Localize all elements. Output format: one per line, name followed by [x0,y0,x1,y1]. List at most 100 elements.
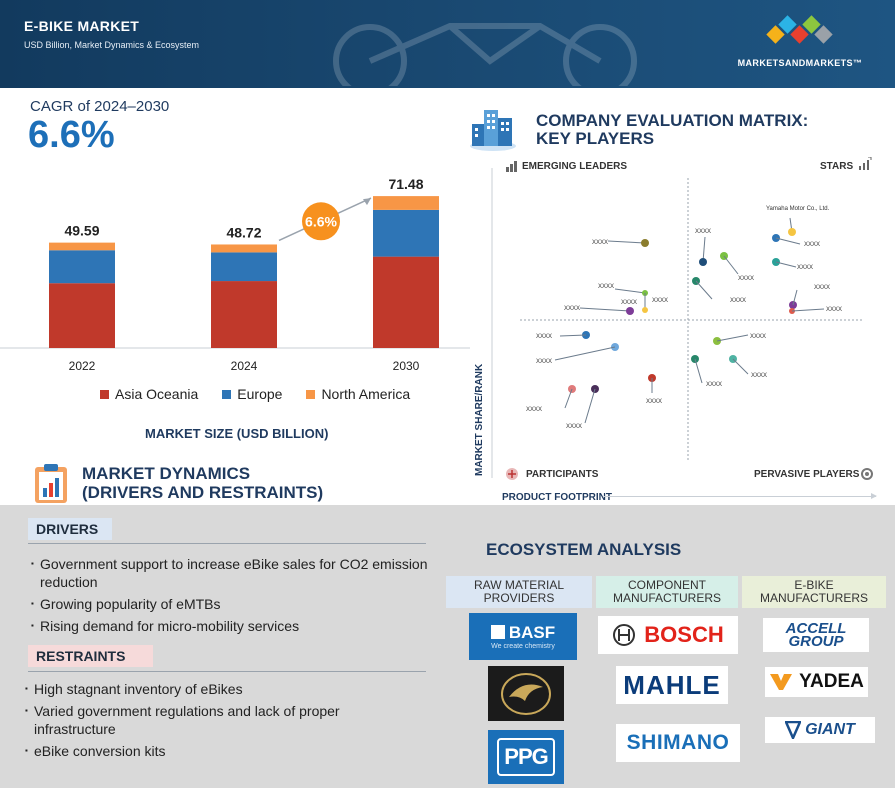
matrix-point [788,228,796,236]
market-size-bar-chart: 49.59 2022 48.72 2024 71.48 2030 6.6% [0,176,470,373]
matrix-company-label: XXXX [804,242,820,248]
cagr-badge-label: 6.6% [305,213,337,229]
matrix-point [699,258,707,266]
matrix-x-axis-arrow [604,493,877,499]
bosch-logo-text: BOSCH [644,622,724,647]
legend-item-north-america: North America [306,386,410,402]
x-tick-label: 2022 [69,359,96,373]
shimano-logo[interactable]: SHIMANO [616,724,740,762]
ecosystem-title: ECOSYSTEM ANALYSIS [486,540,682,559]
matrix-company-label: XXXX [536,334,552,340]
growth-arrow-head [363,198,371,206]
brand-logo[interactable]: MARKETSANDMARKETS™ [725,14,875,74]
matrix-company-label: XXXX [738,276,754,282]
ppg-logo-text: PPG [497,738,555,776]
company-matrix-title: COMPANY EVALUATION MATRIX: KEY PLAYERS [536,112,808,148]
accell-logo-text: ACCELL GROUP [785,620,847,650]
ppg-logo[interactable]: PPG [488,730,564,784]
bosch-logo[interactable]: BOSCH [598,616,738,654]
quadrant-stars: STARS [820,161,854,172]
matrix-point [772,258,780,266]
header-banner: E-BIKE MARKET USD Billion, Market Dynami… [0,0,895,88]
x-tick-label: 2030 [393,359,420,373]
bar-asia-oceania-2024 [211,281,277,348]
driver-item: Government support to increase eBike sal… [31,555,437,591]
matrix-company-label: XXXX [621,300,637,306]
matrix-point [648,374,656,382]
matrix-point [568,385,576,393]
accell-group-logo[interactable]: ACCELL GROUP [763,618,869,652]
basf-logo[interactable]: BASF We create chemistry [469,613,577,660]
matrix-point [642,307,648,313]
yadea-logo-text: YADEA [799,671,864,692]
driver-item: Rising demand for micro-mobility service… [31,617,437,635]
mahle-logo[interactable]: MAHLE [616,666,728,704]
bar-europe-2022 [49,250,115,284]
matrix-company-label: XXXX [695,229,711,235]
matrix-company-label: XXXX [536,359,552,365]
participants-icon [506,468,518,480]
basf-logo-name: BASF [508,623,556,642]
buildings-icon [470,110,516,151]
matrix-company-label: XXXX [598,284,614,290]
matrix-company-label: XXXX [751,373,767,379]
stars-icon [859,157,872,170]
matrix-point [626,307,634,315]
bar-total-label: 49.59 [64,223,99,239]
restraint-item: High stagnant inventory of eBikes [25,680,386,698]
drivers-list: Government support to increase eBike sal… [31,555,437,639]
yadea-logo[interactable]: YADEA [765,667,868,697]
legend-label-europe: Europe [237,386,283,402]
restraint-item: Varied government regulations and lack o… [25,702,386,738]
raw-material-emblem-logo[interactable] [488,666,564,721]
quadrant-emerging-leaders: EMERGING LEADERS [522,161,628,172]
legend-swatch-north-america [306,389,316,399]
bar-total-label: 71.48 [388,176,423,192]
matrix-point [720,252,728,260]
mahle-logo-text: MAHLE [623,669,721,700]
page-subtitle: USD Billion, Market Dynamics & Ecosystem [24,40,200,50]
legend-item-europe: Europe [222,386,282,402]
matrix-point [713,337,721,345]
legend-label-north-america: North America [321,386,411,402]
chart-axis-title: MARKET SIZE (USD BILLION) [145,426,329,441]
matrix-point [642,290,648,296]
basf-tagline: We create chemistry [491,643,555,650]
restraints-heading: RESTRAINTS [28,645,153,667]
matrix-company-label: XXXX [826,307,842,313]
ecosystem-col-components: COMPONENT MANUFACTURERS [596,576,738,608]
matrix-point [591,385,599,393]
company-matrix-title-line2: KEY PLAYERS [536,129,655,148]
matrix-company-label: XXXX [814,285,830,291]
matrix-company-label: XXXX [592,240,608,246]
x-tick-label: 2024 [231,359,258,373]
bar-north-america-2022 [49,242,115,251]
restraint-item: eBike conversion kits [25,742,386,760]
giant-logo-text: GIANT [805,721,855,738]
yadea-mark-icon [770,674,793,690]
bosch-armature-icon [613,624,636,646]
matrix-point [641,239,649,247]
matrix-point [692,277,700,285]
ecosystem-col-ebike-makers: E-BIKE MANUFACTURERS [742,576,886,608]
market-dynamics-title-line2: (DRIVERS AND RESTRAINTS) [82,483,324,502]
matrix-company-label: XXXX [646,399,662,405]
drivers-divider [28,543,426,544]
matrix-company-label: XXXX [750,334,766,340]
giant-logo[interactable]: GIANT [765,717,875,743]
matrix-company-label: XXXX [706,382,722,388]
bike-background-graphic [333,23,637,86]
matrix-company-label: XXXX [564,306,580,312]
restraints-divider [28,671,426,672]
bar-north-america-2024 [211,244,277,253]
matrix-point [772,234,780,242]
cagr-label: CAGR of 2024–2030 [30,98,170,115]
clipboard-chart-icon [35,464,67,503]
bar-asia-oceania-2022 [49,283,115,348]
shimano-logo-text: SHIMANO [626,731,730,754]
ecosystem-col-raw-materials: RAW MATERIAL PROVIDERS [446,576,592,608]
quadrant-participants: PARTICIPANTS [526,469,599,480]
legend-swatch-asia [100,389,109,399]
quadrant-pervasive-players: PERVASIVE PLAYERS [754,469,860,480]
pervasive-players-icon [861,468,873,480]
